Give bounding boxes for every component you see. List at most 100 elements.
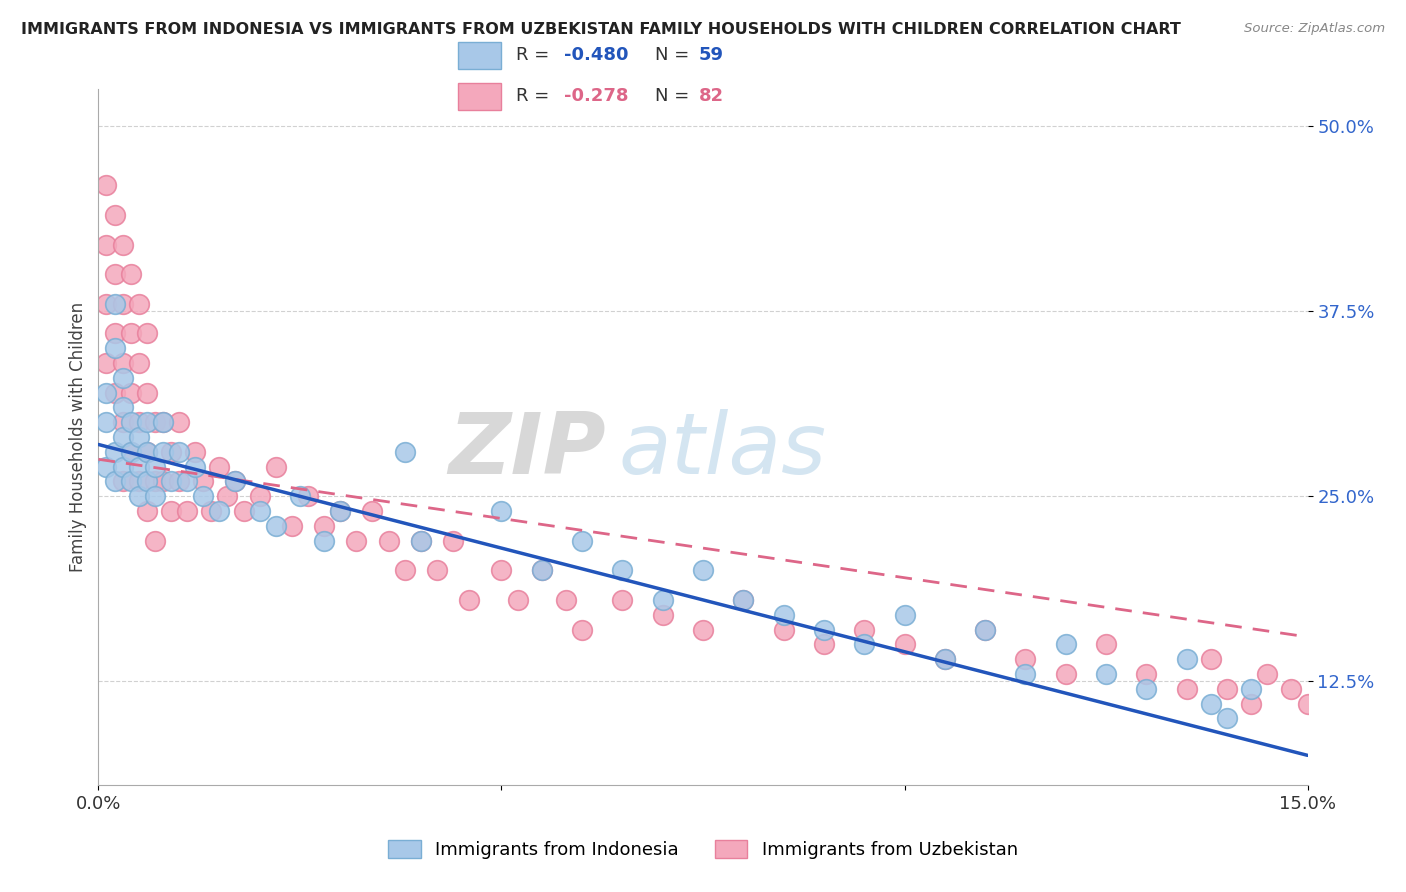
Point: [111, 401, 134, 415]
Point: [176, 504, 198, 518]
Point: [555, 593, 578, 607]
Point: [128, 459, 150, 474]
Point: [103, 341, 125, 355]
Point: [232, 504, 254, 518]
Point: [974, 623, 997, 637]
Point: [692, 623, 714, 637]
Point: [361, 504, 384, 518]
Text: -0.480: -0.480: [564, 46, 628, 64]
Point: [128, 415, 150, 429]
Point: [1014, 667, 1036, 681]
Point: [143, 533, 166, 548]
Point: [612, 593, 634, 607]
Point: [1199, 652, 1222, 666]
Point: [506, 593, 529, 607]
Text: IMMIGRANTS FROM INDONESIA VS IMMIGRANTS FROM UZBEKISTAN FAMILY HOUSEHOLDS WITH C: IMMIGRANTS FROM INDONESIA VS IMMIGRANTS …: [21, 22, 1181, 37]
Point: [128, 297, 150, 311]
Point: [1135, 681, 1157, 696]
Point: [111, 459, 134, 474]
Point: [813, 623, 835, 637]
Point: [103, 475, 125, 489]
Point: [344, 533, 367, 548]
Point: [530, 563, 553, 577]
Point: [974, 623, 997, 637]
Point: [96, 237, 118, 252]
Point: [1054, 667, 1077, 681]
Point: [208, 459, 231, 474]
Point: [329, 504, 352, 518]
Point: [143, 489, 166, 503]
Point: [103, 297, 125, 311]
Point: [96, 415, 118, 429]
Point: [1216, 681, 1239, 696]
Point: [128, 475, 150, 489]
Point: [853, 623, 876, 637]
Point: [135, 504, 157, 518]
Point: [571, 533, 593, 548]
Point: [111, 415, 134, 429]
Point: [264, 519, 287, 533]
Point: [1135, 667, 1157, 681]
Point: [329, 504, 352, 518]
Point: [120, 326, 142, 341]
Point: [491, 563, 513, 577]
Point: [264, 459, 287, 474]
Point: [152, 415, 174, 429]
Point: [612, 563, 634, 577]
Point: [184, 445, 207, 459]
Point: [409, 533, 432, 548]
Text: Source: ZipAtlas.com: Source: ZipAtlas.com: [1244, 22, 1385, 36]
Point: [893, 607, 915, 622]
Text: R =: R =: [516, 46, 555, 64]
Point: [530, 563, 553, 577]
Point: [409, 533, 432, 548]
Point: [160, 475, 183, 489]
Point: [1095, 667, 1118, 681]
Point: [167, 475, 190, 489]
Point: [224, 475, 246, 489]
Point: [193, 475, 215, 489]
FancyBboxPatch shape: [457, 42, 502, 69]
Point: [288, 489, 311, 503]
FancyBboxPatch shape: [457, 83, 502, 110]
Point: [377, 533, 399, 548]
Point: [249, 489, 271, 503]
Point: [120, 475, 142, 489]
Point: [152, 445, 174, 459]
Point: [111, 430, 134, 444]
Point: [249, 504, 271, 518]
Point: [733, 593, 755, 607]
Point: [1175, 681, 1198, 696]
Point: [111, 371, 134, 385]
Point: [1240, 681, 1263, 696]
Point: [1296, 697, 1319, 711]
Point: [160, 504, 183, 518]
Point: [143, 415, 166, 429]
Point: [813, 637, 835, 651]
Text: N =: N =: [655, 87, 695, 105]
Point: [135, 475, 157, 489]
Point: [143, 459, 166, 474]
Point: [143, 475, 166, 489]
Point: [1216, 711, 1239, 725]
Point: [96, 459, 118, 474]
Point: [103, 445, 125, 459]
Point: [128, 489, 150, 503]
Point: [152, 475, 174, 489]
Point: [200, 504, 222, 518]
Point: [111, 297, 134, 311]
Legend: Immigrants from Indonesia, Immigrants from Uzbekistan: Immigrants from Indonesia, Immigrants fr…: [381, 832, 1025, 866]
Point: [893, 637, 915, 651]
Point: [120, 445, 142, 459]
Point: [441, 533, 464, 548]
Point: [103, 267, 125, 281]
Point: [135, 445, 157, 459]
Text: atlas: atlas: [619, 409, 827, 492]
Point: [96, 385, 118, 400]
Text: N =: N =: [655, 46, 695, 64]
Point: [491, 504, 513, 518]
Point: [96, 297, 118, 311]
Point: [103, 385, 125, 400]
Point: [184, 459, 207, 474]
Point: [167, 445, 190, 459]
